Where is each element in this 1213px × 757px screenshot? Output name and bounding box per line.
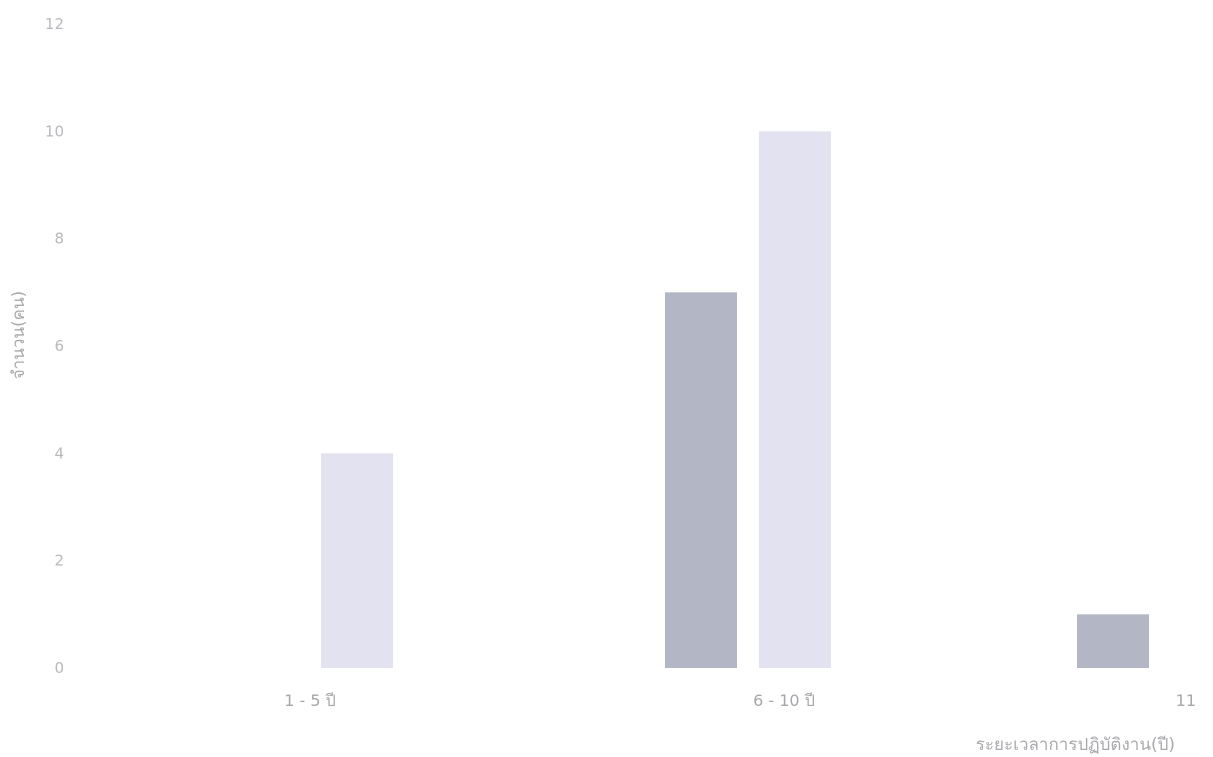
bar-2-2 bbox=[759, 131, 831, 669]
x-category-label: 1 - 5 ปี bbox=[284, 691, 336, 710]
y-tick-label: 0 bbox=[54, 659, 64, 677]
y-tick-label: 2 bbox=[54, 552, 64, 570]
bar-1-2 bbox=[665, 292, 737, 668]
y-axis-ticks: 0 2 4 6 8 10 12 bbox=[45, 15, 64, 677]
y-tick-label: 6 bbox=[54, 337, 64, 355]
bar-2-1 bbox=[321, 453, 393, 668]
y-tick-label: 4 bbox=[54, 444, 64, 462]
y-tick-label: 8 bbox=[54, 230, 64, 248]
x-category-label: 6 - 10 ปี bbox=[753, 691, 815, 710]
y-tick-label: 10 bbox=[45, 122, 64, 140]
bars bbox=[321, 131, 1149, 669]
bar-1-3 bbox=[1077, 614, 1149, 668]
y-axis-title: จำนวน(คน) bbox=[9, 291, 29, 380]
y-tick-label: 12 bbox=[45, 15, 64, 33]
x-category-label: 11 bbox=[1176, 691, 1196, 710]
x-axis-title: ระยะเวลาการปฏิบัติงาน(ปี) bbox=[976, 735, 1175, 755]
x-axis-labels: 1 - 5 ปี 6 - 10 ปี 11 bbox=[284, 691, 1196, 710]
